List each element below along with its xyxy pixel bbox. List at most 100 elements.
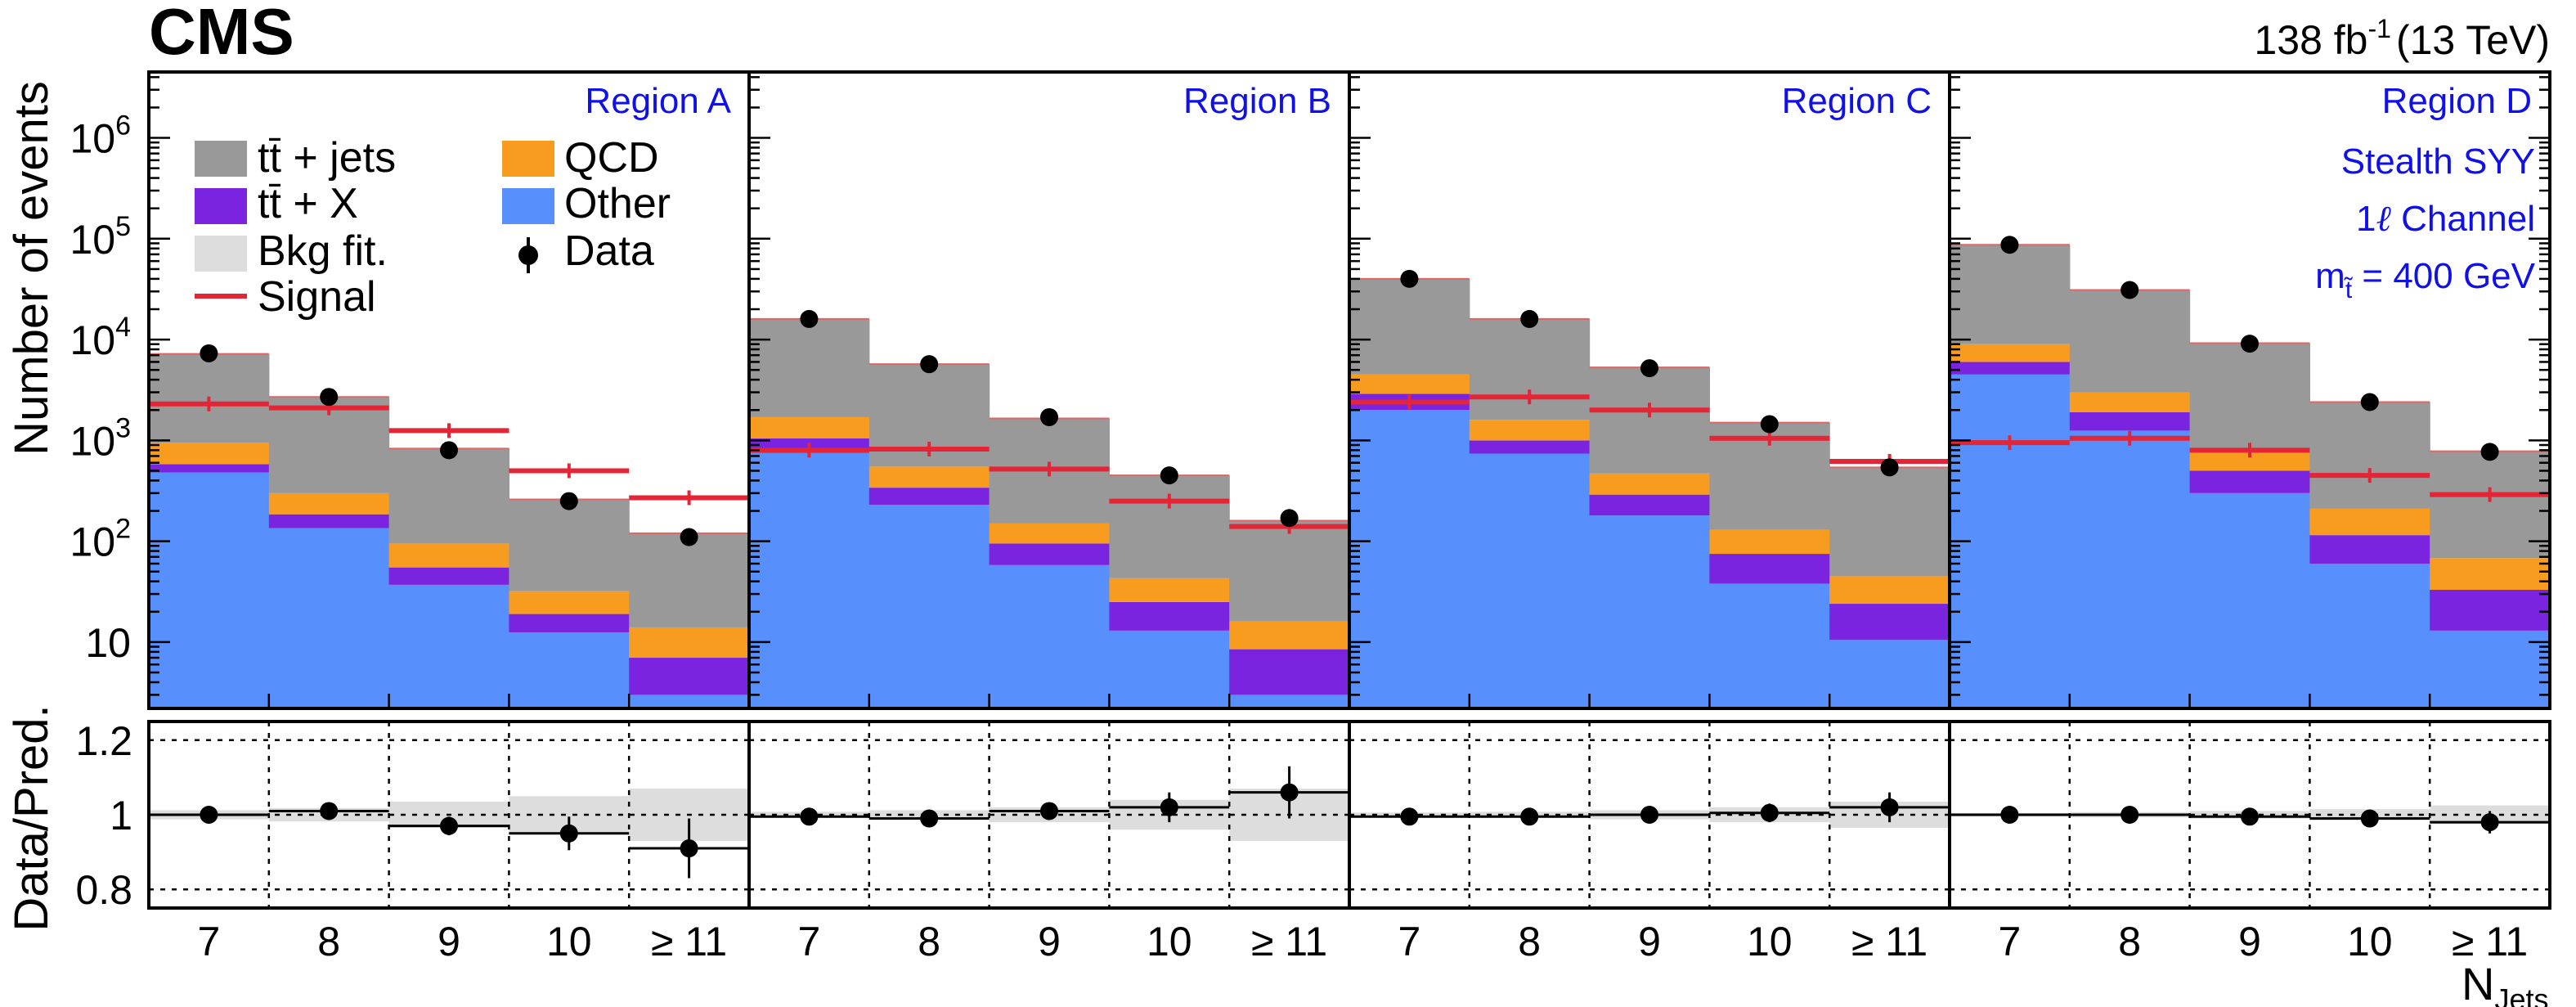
bar-ttjets [509, 499, 630, 591]
bar-other [2430, 630, 2551, 708]
x-tick-label: ≥ 11 [1251, 919, 1327, 964]
y-tick-base: 10 [70, 519, 115, 565]
model-label: Stealth SYY [2341, 142, 2535, 182]
lumi-exponent: -1 [2367, 14, 2390, 43]
legend-swatch-bkgfit [195, 236, 247, 272]
bar-qcd [268, 492, 390, 515]
x-tick-label: 10 [1747, 919, 1793, 964]
data-point [1160, 466, 1178, 485]
ratio-point [200, 806, 218, 824]
data-point [1280, 509, 1299, 528]
x-tick-label: 9 [438, 919, 460, 964]
bar-qcd [1469, 420, 1591, 441]
ratio-point [2241, 807, 2259, 826]
ratio-point [440, 816, 458, 835]
bar-other [1589, 515, 1710, 708]
mass-m: m [2315, 256, 2345, 296]
bar-other [1349, 410, 1470, 708]
region-label: Region D [2382, 81, 2532, 121]
luminosity-label: 138 fb-1 (13 TeV) [2254, 14, 2550, 63]
x-tick-label: 9 [1638, 919, 1661, 964]
data-point [2241, 335, 2259, 353]
bar-ttx [1469, 440, 1591, 454]
x-tick-label: ≥ 11 [2452, 919, 2528, 964]
bar-other [868, 505, 990, 708]
x-tick-label: 9 [1038, 919, 1061, 964]
y-axis-title: Number of events [5, 81, 58, 456]
bar-qcd [149, 443, 270, 465]
x-tick-label: 8 [1518, 919, 1541, 964]
bar-qcd [2430, 558, 2551, 591]
x-axis-title-main: N [2462, 958, 2494, 1007]
bar-ttx [868, 488, 990, 506]
bar-qcd [1829, 576, 1950, 605]
data-point [2360, 393, 2379, 411]
ratio-point [320, 802, 339, 820]
legend-swatch-qcd [502, 141, 554, 177]
x-tick-label: 8 [918, 919, 940, 964]
bar-ttx [388, 567, 509, 585]
y-tick-label: 102 [70, 514, 131, 565]
legend-swatch-other [502, 188, 554, 224]
bar-qcd [1349, 374, 1470, 394]
x-tick-label: 9 [2238, 919, 2261, 964]
y-tick-base: 10 [85, 620, 131, 666]
x-tick-label: 8 [317, 919, 340, 964]
data-point [920, 355, 939, 374]
bar-other [2069, 430, 2191, 708]
y-tick-base: 10 [70, 418, 115, 464]
ratio-point [2120, 806, 2139, 824]
bar-qcd [1109, 578, 1230, 602]
ratio-axis-title: Data/Pred. [5, 704, 58, 931]
x-tick-label: 7 [1398, 919, 1420, 964]
y-tick-label: 103 [70, 412, 131, 464]
data-point [200, 344, 218, 362]
y-tick-base: 10 [70, 217, 115, 263]
data-point [559, 492, 578, 510]
bar-qcd [388, 543, 509, 568]
data-point [2120, 281, 2139, 299]
y-tick-base: 10 [70, 317, 115, 363]
bar-ttjets [749, 318, 870, 417]
bar-qcd [1950, 344, 2071, 362]
x-axis-title: NJets [2462, 958, 2548, 1007]
data-point [1400, 269, 1419, 288]
bar-qcd [868, 466, 990, 488]
legend-label-qcd: QCD [564, 134, 659, 182]
bar-other [2309, 564, 2430, 708]
bar-other [749, 452, 870, 708]
channel-label: 1ℓ Channel [2356, 198, 2535, 240]
y-tick-exp: 2 [115, 514, 131, 545]
legend-label-ttjets: tt̄ + jets [258, 134, 396, 182]
y-tick-exp: 5 [115, 211, 131, 242]
data-point [800, 309, 819, 328]
legend-label-ttx: tt̄ + X [258, 180, 358, 227]
y-tick-exp: 6 [115, 110, 131, 142]
cms-label: CMS [149, 0, 294, 68]
bar-ttjets [1950, 245, 2071, 344]
legend-swatch-ttjets [195, 141, 247, 177]
bar-other [1709, 583, 1830, 708]
ratio-point [1040, 802, 1058, 820]
bar-other [2189, 492, 2310, 708]
channel-suffix: Channel [2391, 199, 2535, 239]
data-point [440, 441, 458, 460]
bar-qcd [749, 416, 870, 438]
data-point [1760, 415, 1779, 434]
ratio-tick-label: 0.8 [75, 867, 132, 913]
ratio-point [1160, 798, 1178, 816]
ratio-point [1640, 806, 1658, 824]
bar-qcd [1229, 621, 1350, 650]
bar-ttjets [1109, 475, 1230, 578]
legend-label-other: Other [564, 180, 671, 227]
main-panel-frame [1948, 70, 2551, 710]
x-tick-label: 10 [2347, 919, 2393, 964]
x-tick-label: ≥ 11 [651, 919, 727, 964]
data-point [1520, 309, 1539, 328]
bar-other [509, 632, 630, 708]
data-point [1640, 359, 1658, 378]
bar-ttjets [629, 533, 750, 627]
data-point [1040, 407, 1058, 426]
mass-label: mt̃ = 400 GeV [2315, 256, 2535, 303]
x-tick-label: 7 [197, 919, 220, 964]
